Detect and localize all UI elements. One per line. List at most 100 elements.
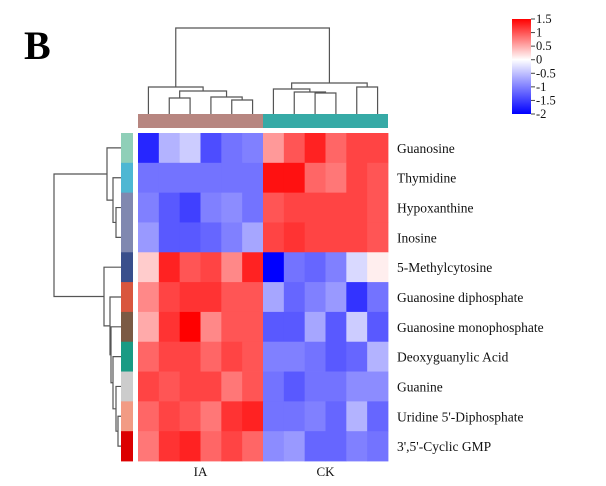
heatmap-cell (200, 371, 222, 402)
heatmap-cell (138, 371, 160, 402)
heatmap-cell (346, 192, 368, 223)
legend-tick-label: -1.5 (536, 93, 556, 107)
heatmap-cell (221, 192, 243, 223)
heatmap-cell (283, 371, 306, 402)
row-annotation-cell (121, 341, 133, 372)
row-label: Inosine (397, 230, 437, 245)
heatmap-cell (179, 222, 201, 253)
row-dendrogram-root (53, 173, 107, 298)
column-dendrogram-branch (272, 88, 311, 114)
heatmap-cell (158, 431, 181, 462)
legend-tick-label: -2 (536, 107, 546, 121)
heatmap-cell (221, 162, 243, 194)
heatmap-cell (283, 311, 306, 343)
heatmap-cell (346, 371, 368, 402)
heatmap-cell (346, 222, 368, 253)
column-dendrogram-branch (168, 97, 191, 114)
column-group-bar (138, 114, 263, 128)
heatmap-cell (304, 162, 326, 194)
row-annotation-cell (121, 282, 133, 313)
column-dendrogram-branch (356, 86, 379, 114)
heatmap-cell (325, 133, 347, 164)
row-labels: Guanosine Thymidine Hypoxanthine Inosine 5-M… (397, 141, 544, 454)
row-dendrogram-branch (117, 415, 121, 447)
heatmap-cell (325, 341, 347, 372)
row-annotation-cell (121, 222, 133, 253)
heatmap-cell (138, 431, 160, 462)
row-annotation-cell (121, 371, 133, 402)
heatmap-cell (325, 371, 347, 402)
heatmap-cell (325, 252, 347, 283)
heatmap-cell (179, 341, 201, 372)
heatmap-cell (158, 282, 181, 313)
color-legend: 1.510.50-0.5-1-1.5-2 (512, 12, 556, 121)
heatmap-cell (242, 133, 264, 164)
heatmap-cell (179, 282, 201, 313)
row-annotation-cell (121, 252, 133, 283)
column-dendrogram-root (175, 27, 331, 87)
heatmap-cell (221, 252, 243, 283)
heatmap-cell (179, 162, 201, 194)
heatmap-cell (346, 401, 368, 432)
row-annotation-cell (121, 192, 133, 223)
heatmap-cell (263, 341, 285, 372)
heatmap-cell (283, 341, 306, 372)
heatmap-cell (242, 222, 264, 253)
heatmap-cell (367, 431, 389, 462)
heatmap-cell (200, 311, 222, 343)
heatmap-cell (221, 371, 243, 402)
heatmap-cell (367, 222, 389, 253)
heatmap-cell (242, 371, 264, 402)
heatmap-cell (138, 133, 160, 164)
panel-label: B (24, 23, 51, 68)
heatmap-cell (179, 252, 201, 283)
row-label: Guanine (397, 379, 443, 394)
row-label: 5-Methylcytosine (397, 260, 492, 275)
heatmap-cell (158, 371, 181, 402)
row-label: Guanosine diphosphate (397, 290, 523, 305)
row-dendrogram (53, 147, 121, 447)
heatmap-cell (325, 222, 347, 253)
heatmap-cell (304, 371, 326, 402)
heatmap-cell (138, 401, 160, 432)
heatmap-cell (242, 431, 264, 462)
heatmap-cell (367, 341, 389, 372)
heatmap-cell (138, 341, 160, 372)
row-dendrogram-branch (106, 147, 121, 201)
color-legend-bar (512, 19, 531, 114)
heatmap-cell (263, 162, 285, 194)
column-dendrogram-branch (314, 92, 337, 114)
heatmap-cell (221, 222, 243, 253)
heatmap-cell (325, 282, 347, 313)
heatmap-cell (263, 371, 285, 402)
heatmap-cell (242, 162, 264, 194)
heatmap-cell (304, 431, 326, 462)
heatmap-cell (346, 431, 368, 462)
row-annotation-cell (121, 401, 133, 432)
heatmap-cell (221, 401, 243, 432)
heatmap-cell (242, 192, 264, 223)
heatmap-cell (158, 133, 181, 164)
heatmap-cell (367, 311, 389, 343)
column-group-bar (263, 114, 388, 128)
heatmap-cell (304, 341, 326, 372)
heatmap-cell (283, 133, 306, 164)
heatmap-cell (325, 311, 347, 343)
row-label: Deoxyguanylic Acid (397, 350, 509, 365)
heatmap-cell (200, 341, 222, 372)
row-annotation-cell (121, 133, 133, 164)
row-label: Uridine 5'-Diphosphate (397, 409, 524, 424)
legend-tick-label: -1 (536, 80, 546, 94)
row-dendrogram-branch (112, 356, 121, 410)
row-annotation-bar (121, 133, 133, 462)
heatmap-cell (200, 133, 222, 164)
heatmap-cell (179, 371, 201, 402)
heatmap-cell (263, 282, 285, 313)
column-group-label: IA (194, 464, 208, 479)
column-dendrogram-branch (231, 99, 254, 114)
heatmap-cell (200, 431, 222, 462)
heatmap-cell (158, 311, 181, 343)
heatmap-cell (138, 252, 160, 283)
column-group-labels: IA CK (194, 464, 335, 479)
heatmap-cell (325, 431, 347, 462)
